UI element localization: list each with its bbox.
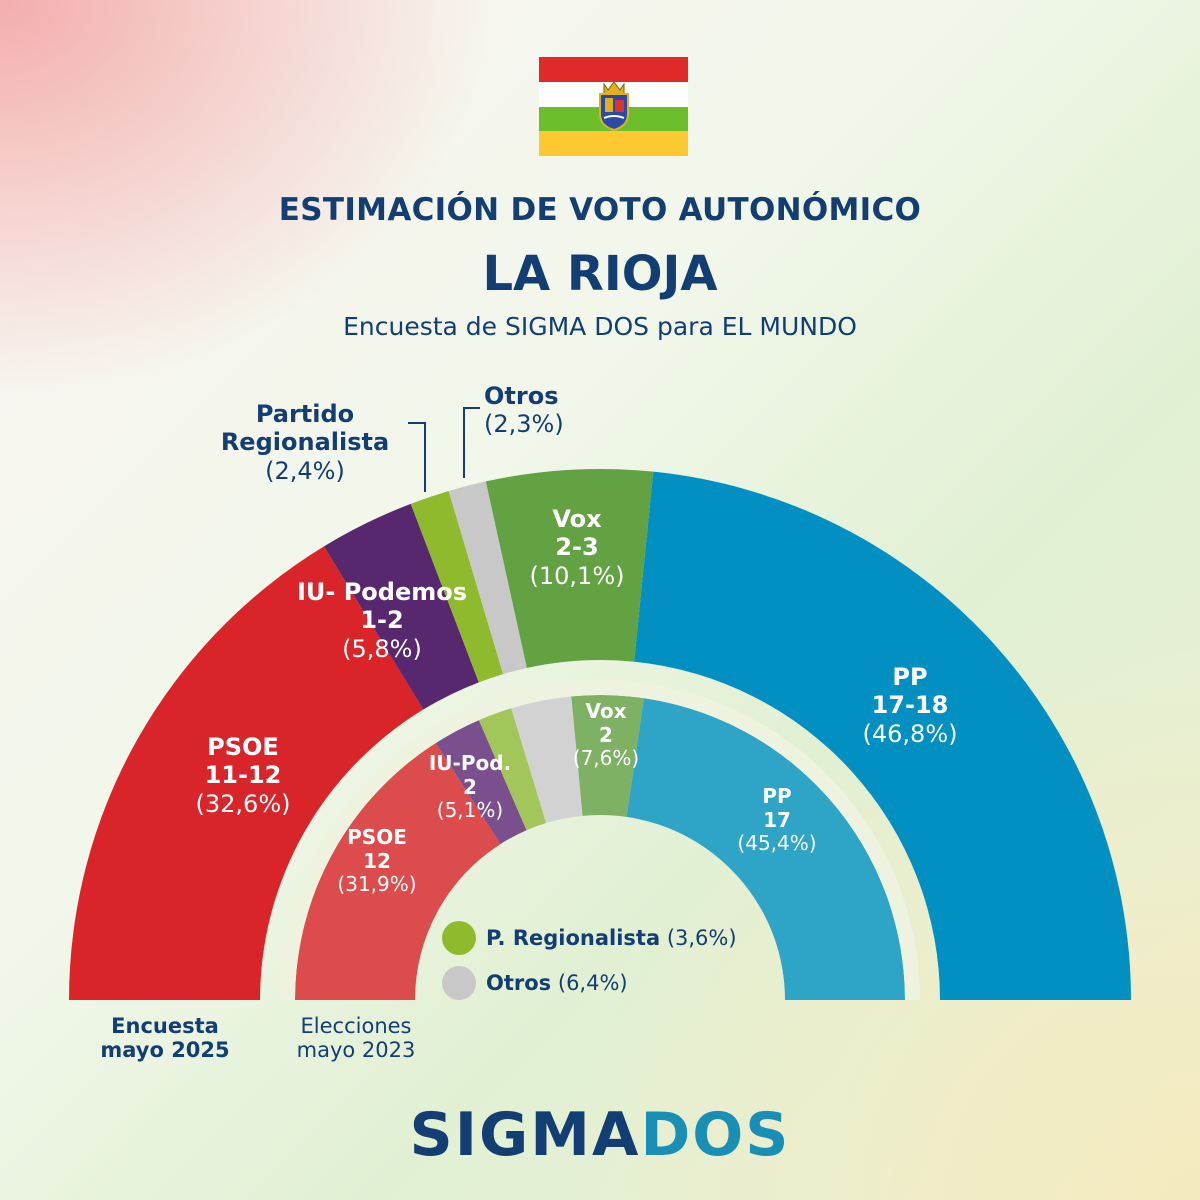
inner-ring-segment-psoe: [295, 742, 501, 1000]
label-inner-pp: PP 17 (45,4%): [737, 784, 817, 856]
inner-ring-elecciones-2023: [280, 680, 920, 1000]
inner-ring-segment-otros: [511, 696, 583, 824]
outer-ring-segment-vox: [485, 468, 654, 668]
inner-ring-segment-pp: [626, 698, 905, 1000]
label-outer-psoe: PSOE 11-12 (32,6%): [195, 733, 291, 818]
inner-ring-segment-iu-pod: [435, 720, 527, 845]
flag-stripe-yellow: [539, 131, 688, 156]
label-outer-vox: Vox 2-3 (10,1%): [529, 505, 625, 590]
legend-dot-regionalista: [442, 921, 476, 955]
inner-ring-segment-p-regionalista: [478, 708, 547, 831]
label-outer-otros: Otros (2,3%): [484, 382, 564, 439]
footer-inner-label: Elecciones mayo 2023: [296, 1014, 416, 1063]
coat-of-arms-icon: [599, 81, 629, 132]
outer-ring-segment-partido-regionalista: [410, 491, 504, 683]
outer-ring-segment-psoe: [69, 546, 424, 1000]
outer-ring-segment-otros: [448, 481, 527, 675]
label-inner-iu-pod: IU-Pod. 2 (5,1%): [428, 751, 512, 823]
label-inner-psoe: PSOE 12 (31,9%): [337, 825, 417, 897]
chart-subtitle: Encuesta de SIGMA DOS para EL MUNDO: [343, 312, 857, 341]
footer-outer-label: Encuesta mayo 2025: [100, 1014, 230, 1063]
logo-part-dos: DOS: [640, 1100, 791, 1170]
legend-item-regionalista: P. Regionalista (3,6%): [442, 921, 737, 955]
outer-ring-segment-pp: [634, 471, 1131, 1000]
chart-title: ESTIMACIÓN DE VOTO AUTONÓMICO: [278, 192, 922, 228]
label-outer-pp: PP 17-18 (46,8%): [862, 663, 958, 748]
leader-line-partido-regionalista: [408, 422, 426, 492]
outer-ring-segment-iu-podemos: [323, 503, 479, 710]
legend-dot-otros: [442, 966, 476, 1000]
leader-lines: [408, 407, 480, 492]
sigmados-logo: SIGMADOS: [0, 1100, 1200, 1170]
label-inner-vox: Vox 2 (7,6%): [572, 699, 640, 771]
legend-item-otros: Otros (6,4%): [442, 966, 628, 1000]
flag-stripe-red: [539, 57, 688, 82]
logo-part-sigma: SIGMA: [409, 1100, 641, 1170]
leader-line-otros: [463, 407, 480, 478]
inner-ring-segment-vox: [571, 695, 644, 817]
region-title: LA RIOJA: [482, 246, 718, 302]
label-outer-partido-regionalista: Partido Regionalista (2,4%): [220, 400, 390, 485]
label-outer-iu-podemos: IU- Podemos 1-2 (5,8%): [296, 578, 468, 663]
outer-ring-encuesta-2025: [69, 468, 1131, 1000]
